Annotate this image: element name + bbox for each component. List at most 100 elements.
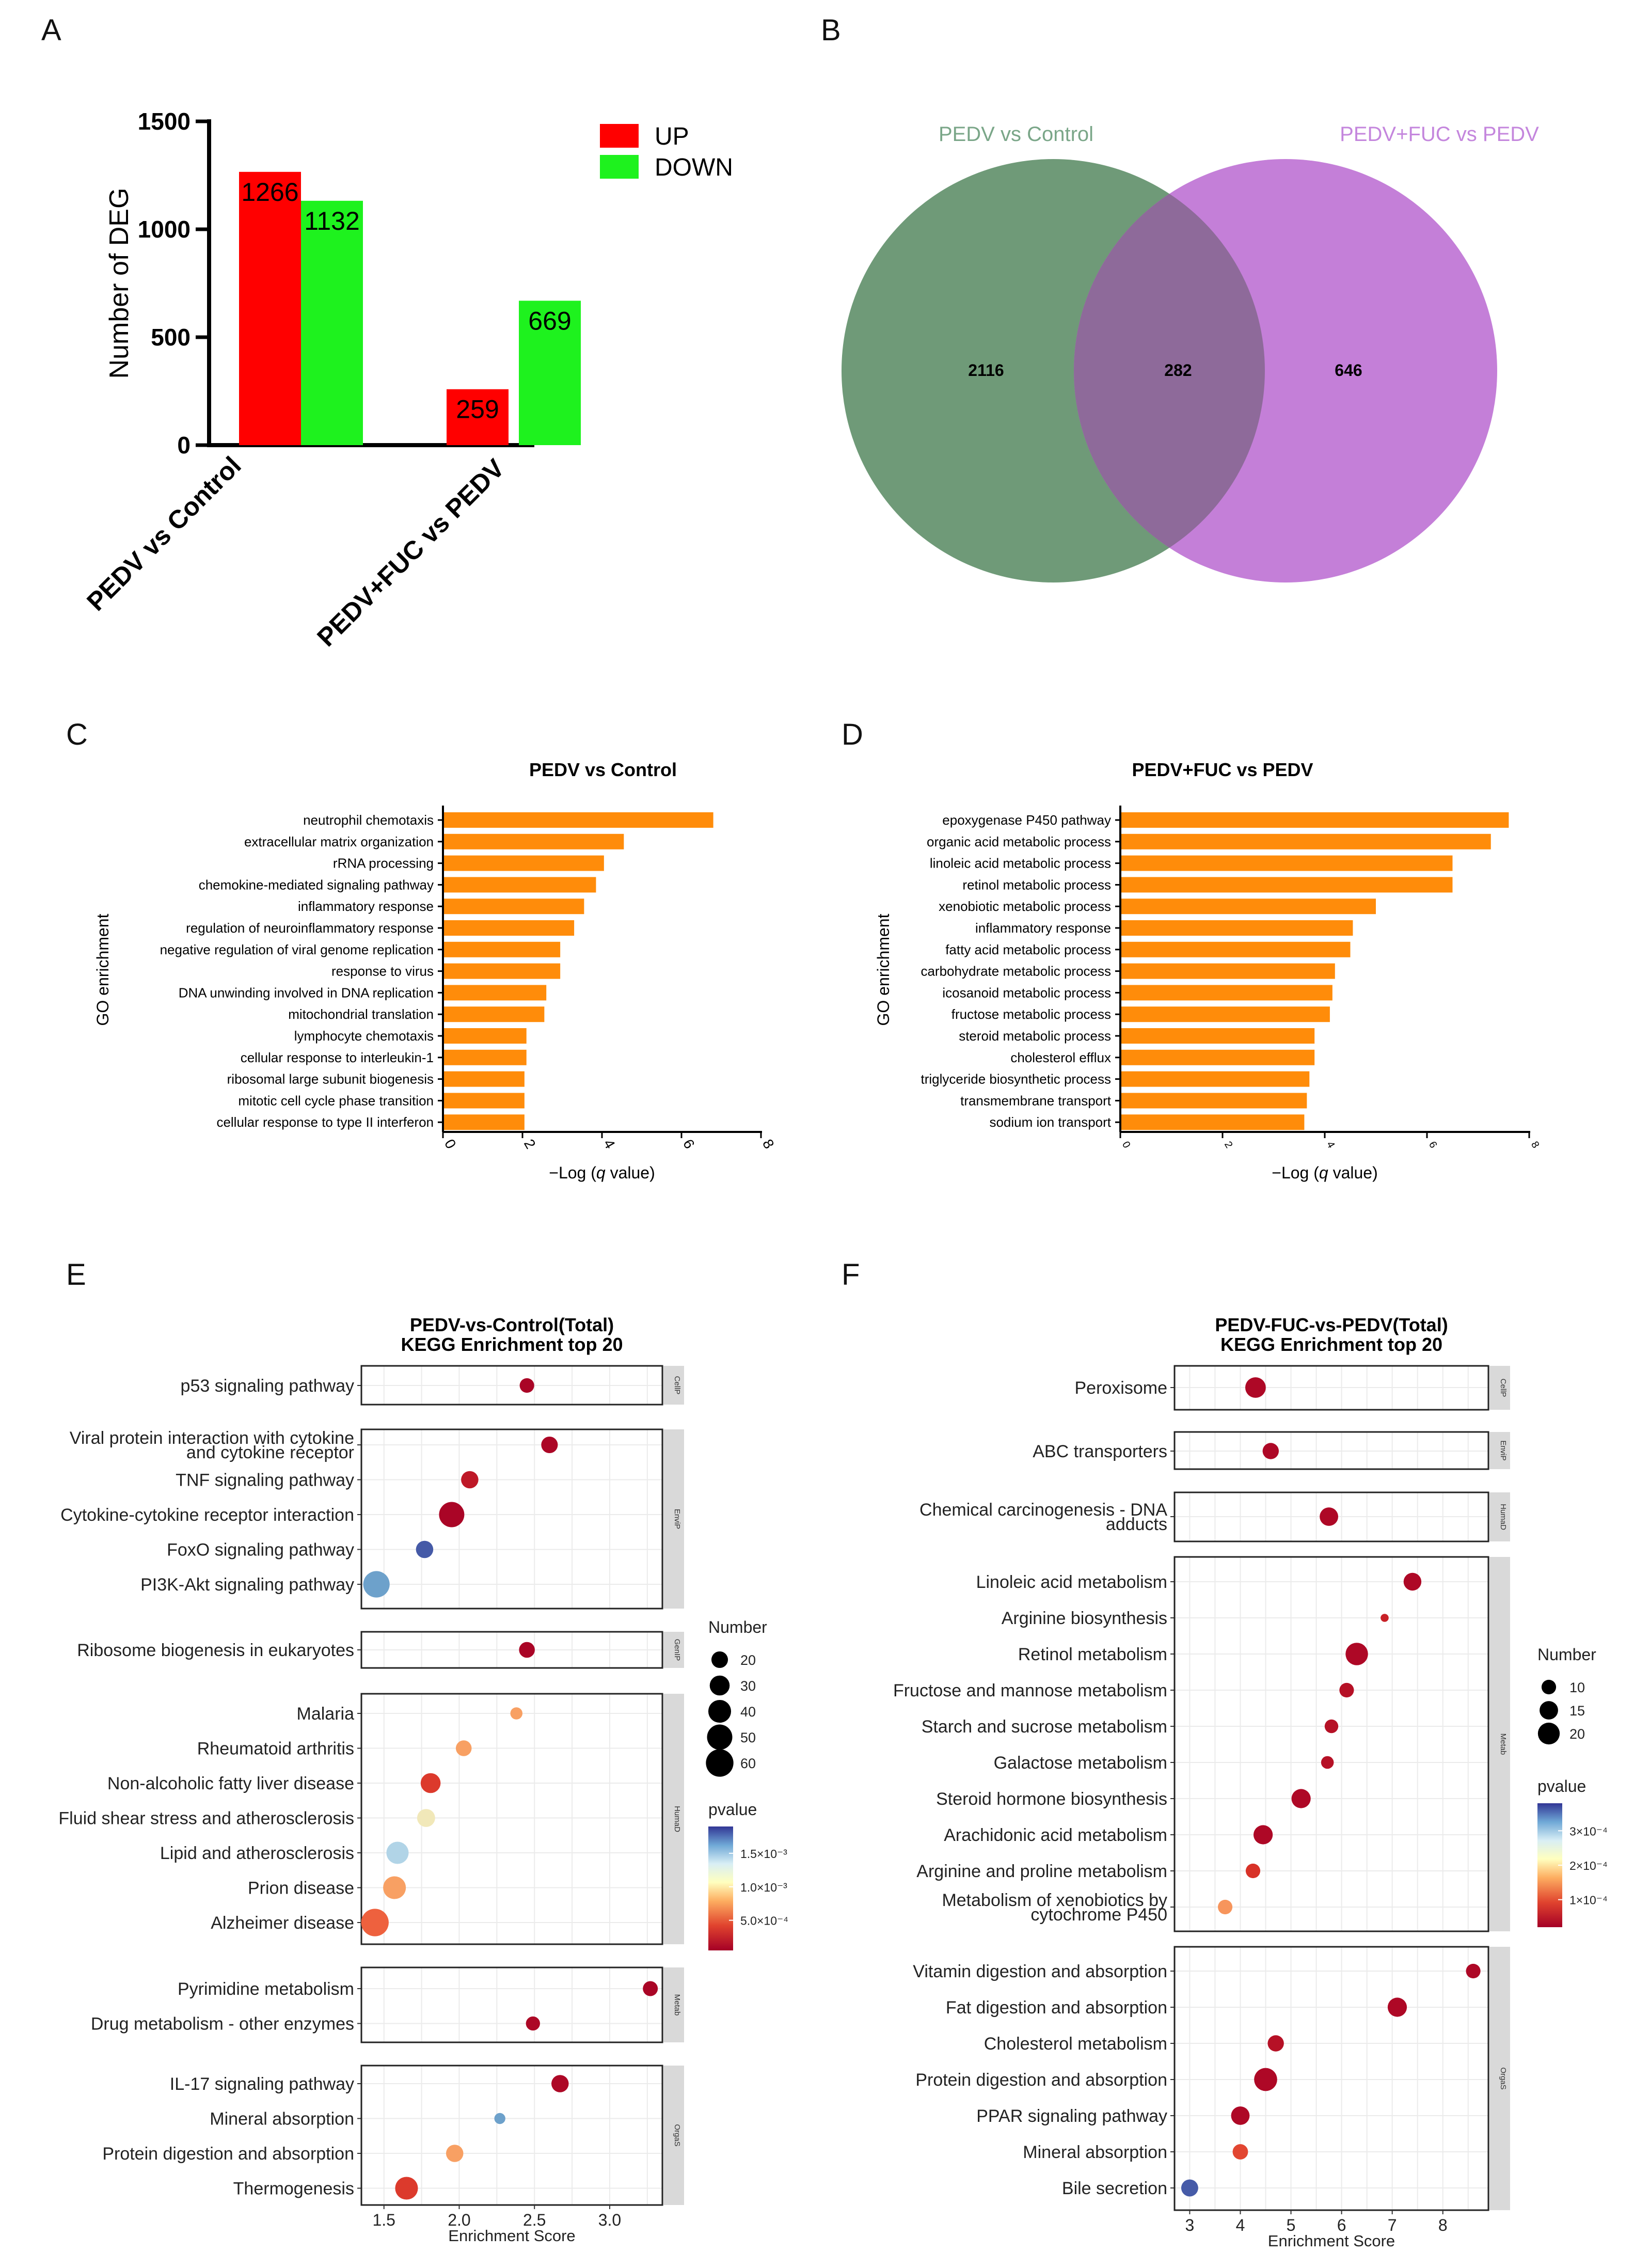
bar [1120, 855, 1453, 871]
size-legend-dot [711, 1651, 728, 1668]
size-legend-dot [1537, 1722, 1560, 1745]
x-tick-label: 5 [1287, 2216, 1296, 2234]
bubble [417, 1809, 435, 1827]
panel-label-a: A [41, 13, 61, 47]
y-axis-label: Number of DEG [104, 188, 134, 379]
category-label: triglyceride biosynthetic process [921, 1072, 1112, 1087]
legend-swatch [600, 124, 639, 148]
pathway-label: Drug metabolism - other enzymes [91, 2014, 354, 2034]
x-tick-label: 6 [680, 1137, 698, 1152]
bubble [541, 1436, 558, 1454]
chart-title: PEDV+FUC vs PEDV [1132, 759, 1313, 780]
size-legend-label: 60 [740, 1756, 756, 1771]
facet-strip [1489, 1947, 1510, 2210]
legend-label: DOWN [655, 154, 733, 181]
bubble [1321, 1756, 1334, 1769]
category-label: sodium ion transport [989, 1114, 1111, 1130]
x-tick-label: 0 [441, 1137, 459, 1152]
bar [447, 389, 509, 445]
facet-strip [663, 2066, 684, 2205]
panel-e: E PEDV-vs-Control(Total)KEGG Enrichment t… [58, 1258, 788, 2245]
bar [1120, 1093, 1307, 1109]
facet-strip-label: CellP [673, 1376, 681, 1395]
pathway-label: TNF signaling pathway [176, 1471, 354, 1490]
category-label: ribosomal large subunit biogenesis [227, 1072, 434, 1087]
bubble [1254, 2068, 1277, 2091]
bubble [1320, 1507, 1339, 1526]
x-axis-label: −Log (q value) [1272, 1163, 1377, 1182]
bubble [1339, 1682, 1354, 1698]
bubble [1466, 1963, 1481, 1979]
venn-overlap [1074, 194, 1265, 548]
y-axis-label: GO enrichment [93, 914, 112, 1026]
bar [443, 985, 547, 1001]
pathway-label: adducts [1106, 1515, 1167, 1534]
venn-count-right: 646 [1335, 361, 1362, 380]
bubble [455, 1740, 472, 1756]
bubble [1217, 1899, 1233, 1915]
panel-d: D PEDV+FUC vs PEDV epoxygenase P450 pathwa… [842, 718, 1542, 1182]
size-legend-label: 40 [740, 1704, 756, 1720]
bubble [416, 1540, 434, 1558]
x-axis-label-part: −Log ( [549, 1163, 596, 1182]
category-label: chemokine-mediated signaling pathway [199, 877, 434, 892]
size-legend-dot [1541, 1679, 1557, 1695]
bar [1120, 941, 1351, 957]
x-tick-label: 1.5 [372, 2211, 395, 2229]
facet-strip-label: HumaD [673, 1806, 681, 1832]
facet-panel-bg [361, 1694, 662, 1944]
bubble [383, 1876, 406, 1899]
facet-strip [663, 1694, 684, 1944]
bubble [361, 1909, 389, 1936]
pathway-label: Linoleic acid metabolism [976, 1572, 1167, 1592]
bubble [1245, 1377, 1266, 1398]
x-tick-label: 2 [1222, 1140, 1235, 1151]
category-label: negative regulation of viral genome repl… [160, 942, 434, 957]
pathway-label: Peroxisome [1074, 1378, 1167, 1398]
pathway-label: Cytokine-cytokine receptor interaction [60, 1505, 354, 1525]
facet-panel-border [360, 1631, 663, 1669]
category-label: inflammatory response [975, 920, 1111, 936]
size-legend-label: 10 [1569, 1680, 1585, 1695]
bubble [1232, 2144, 1248, 2160]
x-tick-label: 2.0 [448, 2211, 470, 2229]
x-tick-label: 4 [1236, 2216, 1245, 2234]
category-label: response to virus [331, 964, 434, 979]
bar [443, 899, 584, 915]
x-tick-label: 4 [600, 1137, 618, 1152]
x-tick-label: 3.0 [598, 2211, 621, 2229]
category-label: epoxygenase P450 pathway [942, 812, 1111, 828]
bubble [420, 1773, 441, 1793]
bubble [1387, 1997, 1407, 2017]
bubble [1181, 2179, 1198, 2197]
panel-b: B PEDV vs Control PEDV+FUC vs PEDV 2116 282 6… [821, 13, 1539, 582]
bubble [1381, 1614, 1389, 1622]
size-legend-dot [706, 1749, 734, 1777]
facet-strip-label: Metab [1499, 1734, 1508, 1755]
bar [443, 1071, 525, 1087]
pathway-label: Ribosome biogenesis in eukaryotes [77, 1641, 354, 1660]
pathway-label: Steroid hormone biosynthesis [936, 1789, 1167, 1809]
pathway-label: IL-17 signaling pathway [170, 2074, 354, 2094]
bubble [363, 1571, 390, 1598]
pathway-label: Rheumatoid arthritis [197, 1739, 354, 1759]
size-legend-dot [708, 1699, 732, 1723]
pathway-label: Pyrimidine metabolism [178, 1979, 354, 1999]
data-label: 259 [456, 395, 499, 424]
bar [443, 1006, 545, 1022]
panel-label-b: B [821, 13, 841, 47]
x-axis-label-part: value) [1328, 1163, 1378, 1182]
bar [443, 812, 713, 828]
x-tick-label: 3 [1185, 2216, 1195, 2234]
bar [443, 1093, 525, 1109]
category-label: linoleic acid metabolic process [930, 856, 1111, 871]
x-tick-label: 6 [1426, 1140, 1439, 1151]
category-label: fatty acid metabolic process [945, 942, 1111, 957]
x-tick-label: 8 [759, 1137, 778, 1152]
pathway-label: Mineral absorption [210, 2109, 354, 2129]
x-axis-label: −Log (q value) [549, 1163, 655, 1182]
pathway-label: Lipid and atherosclerosis [160, 1844, 354, 1863]
facet-strip [1489, 1557, 1510, 1931]
bar [1120, 833, 1491, 849]
